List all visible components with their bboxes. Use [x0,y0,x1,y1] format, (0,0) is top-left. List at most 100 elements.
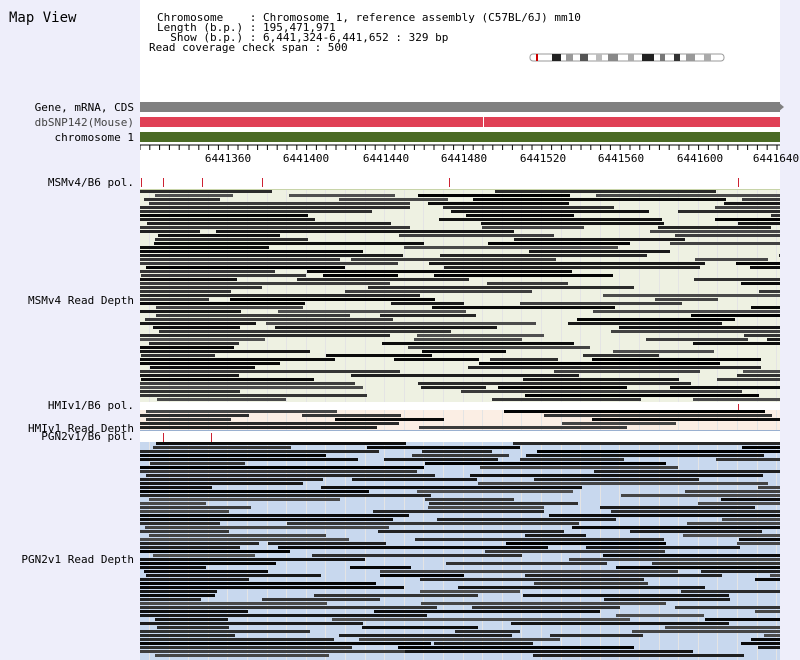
read-bar [468,366,761,369]
axis-tick-label: 6441480 [440,152,488,165]
pgn-polymorphism-track[interactable] [140,430,780,443]
read-bar [140,190,272,193]
read-bar [505,542,667,545]
hmi-depth-label: HMIv1 Read Depth [28,422,134,435]
read-bar [140,482,303,485]
snp-marker[interactable] [163,433,164,442]
read-bar [677,210,780,213]
read-bar [742,446,780,449]
snp-marker[interactable] [262,178,263,187]
read-bar [442,206,614,209]
msm-read-depth-track[interactable] [140,190,780,402]
read-bar [503,410,766,413]
read-bar [681,590,780,593]
read-bar [669,242,780,245]
read-bar [140,582,377,585]
pgn-read-depth-track[interactable] [140,442,780,660]
read-bar [140,354,216,357]
read-bar [140,622,364,625]
read-bar [591,358,762,361]
read-bar [664,626,780,629]
msm-polymorphism-track[interactable] [140,176,780,190]
read-bar [140,262,399,265]
read-bar [351,478,477,481]
read-bar [695,258,768,261]
read-bar [489,358,558,361]
snp-marker[interactable] [211,433,212,442]
read-bar [583,354,659,357]
read-bar [683,534,780,537]
read-bar [380,574,464,577]
read-bar [314,594,479,597]
length-info: Length (b.p.) : 195,471,971 [157,21,336,34]
snp-marker[interactable] [449,178,450,187]
show-range-info: Show (b.p.) : 6,441,324-6,441,652 : 329 … [157,31,449,44]
chromosome-track-label: chromosome 1 [54,131,134,144]
read-bar [722,518,780,521]
gene-track-bar[interactable] [140,102,780,112]
read-bar [140,490,370,493]
snp-marker[interactable] [738,178,739,187]
read-bar [144,198,220,201]
read-bar [779,254,780,257]
read-bar [440,254,647,257]
read-bar [140,506,251,509]
read-bar [714,206,780,209]
read-bar [650,230,780,233]
read-bar [763,634,780,637]
read-bar [150,462,245,465]
read-bar [140,546,240,549]
chromosome-ideogram[interactable] [528,52,728,64]
read-bar [152,446,291,449]
read-bar [140,390,240,393]
read-bar [522,378,680,381]
read-bar [278,310,466,313]
read-bar [158,234,281,237]
read-bar [497,386,628,389]
read-bar [716,458,780,461]
snp-marker[interactable] [738,404,739,410]
read-bar [140,566,206,569]
hmi-read-depth-track[interactable] [140,410,780,430]
read-bar [592,418,780,421]
read-bar [148,342,239,345]
read-bar [610,510,780,513]
axis-tick-label: 6441520 [519,152,567,165]
read-bar [757,486,780,489]
msm-pol-label: MSMv4/B6 pol. [47,176,134,189]
read-bar [140,414,249,417]
read-bar [513,238,685,241]
read-bar [374,610,601,613]
read-bar [262,598,381,601]
read-bar [145,474,436,477]
read-bar [420,590,520,593]
read-bar [140,458,358,461]
read-bar [451,210,649,213]
read-bar [140,558,365,561]
chromosome-track-bar[interactable] [140,132,780,142]
chromosome-info: Chromosome : Chromosome 1, reference ass… [157,11,581,24]
read-bar [415,538,664,541]
read-bar [577,318,736,321]
snp-marker[interactable] [141,178,142,187]
read-bar [140,298,209,301]
read-bar [478,362,720,365]
snp-marker[interactable] [163,178,164,187]
read-bar [434,274,613,277]
read-bar [149,498,340,501]
read-bar [397,646,635,649]
read-bar [140,258,341,261]
read-bar [418,426,628,429]
hmi-polymorphism-track[interactable] [140,402,780,410]
snp-marker[interactable] [202,178,203,187]
read-bar [141,274,307,277]
dbsnp-track-bar[interactable] [140,117,780,127]
read-bar [417,490,574,493]
read-bar [159,330,451,333]
read-bar [613,350,714,353]
read-bar [717,378,780,381]
read-bar [424,462,667,465]
read-bar [358,638,560,641]
read-bar [140,610,249,613]
read-bar [492,398,642,401]
